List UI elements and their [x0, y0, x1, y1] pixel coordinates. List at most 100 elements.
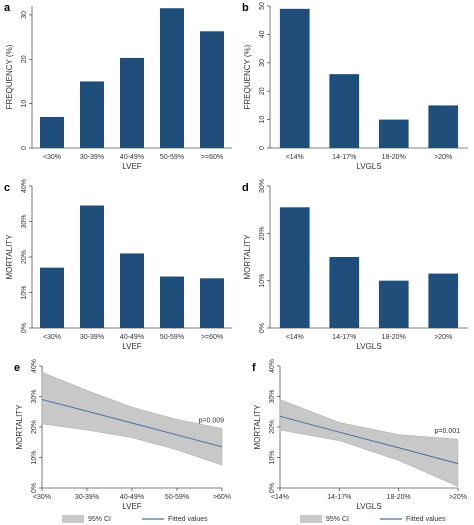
- y-tick-label: 10%: [259, 274, 266, 288]
- y-tick-label: 10%: [21, 285, 28, 299]
- x-tick-label: 18-20%: [382, 334, 406, 341]
- x-tick-label: <14%: [286, 154, 304, 161]
- legend-swatch: [300, 515, 322, 523]
- bar: [40, 116, 64, 148]
- y-tick-label: 30%: [21, 214, 28, 228]
- x-tick-label: 40-49%: [120, 334, 144, 341]
- legend-label: 95% CI: [326, 516, 349, 523]
- bar: [428, 273, 459, 328]
- y-tick-label: 30%: [31, 389, 38, 403]
- x-tick-label: 14-17%: [332, 334, 356, 341]
- legend-label: Fitted values: [406, 516, 446, 523]
- bar: [200, 31, 224, 149]
- x-tick-label: 14-17%: [327, 494, 351, 501]
- x-tick-label: >=60%: [201, 154, 223, 161]
- y-axis-title: MORTALITY: [243, 234, 252, 280]
- y-tick-label: 30%: [269, 389, 276, 403]
- y-axis-title: MORTALITY: [253, 404, 262, 450]
- y-axis-title: FREQUENCY (%): [5, 44, 14, 109]
- panel-label: d: [242, 182, 249, 194]
- annotation: p=0.009: [199, 417, 225, 424]
- bar: [200, 278, 224, 328]
- y-tick-label: 20%: [21, 250, 28, 264]
- y-tick-label: 40: [259, 30, 266, 38]
- x-tick-label: 14-17%: [332, 154, 356, 161]
- bar: [329, 257, 360, 328]
- y-axis-title: FREQUENCY (%): [243, 44, 252, 109]
- y-tick-label: 0%: [21, 323, 28, 333]
- legend-label: 95% CI: [88, 516, 111, 523]
- bar: [80, 205, 104, 328]
- bar: [279, 207, 310, 328]
- y-tick-label: 10%: [31, 450, 38, 464]
- panel-label: e: [14, 362, 20, 374]
- x-tick-label: 30-39%: [80, 154, 104, 161]
- y-tick-label: 30%: [259, 179, 266, 193]
- x-tick-label: 30-39%: [80, 334, 104, 341]
- x-tick-label: <14%: [271, 494, 289, 501]
- y-tick-label: 50: [259, 2, 266, 10]
- y-tick-label: 0%: [259, 323, 266, 333]
- y-tick-label: 10: [21, 100, 28, 108]
- y-tick-label: 40%: [31, 359, 38, 373]
- y-tick-label: 20: [259, 87, 266, 95]
- x-tick-label: >=60%: [201, 334, 223, 341]
- y-tick-label: 0%: [269, 483, 276, 493]
- x-axis-title: LVEF: [122, 502, 142, 511]
- x-tick-label: 40-49%: [120, 494, 144, 501]
- x-tick-label: <30%: [43, 334, 61, 341]
- fitted-line: [41, 399, 223, 448]
- x-tick-label: 18-20%: [387, 494, 411, 501]
- x-axis-title: LVEF: [122, 162, 142, 171]
- x-tick-label: <30%: [33, 494, 51, 501]
- ci-band: [41, 371, 223, 466]
- y-tick-label: 20%: [31, 420, 38, 434]
- x-tick-label: 18-20%: [382, 154, 406, 161]
- ci-band: [279, 399, 459, 487]
- y-tick-label: 30: [21, 11, 28, 19]
- y-tick-label: 40%: [21, 179, 28, 193]
- y-axis-title: MORTALITY: [5, 234, 14, 280]
- panel-label: b: [242, 2, 249, 14]
- bar: [160, 8, 184, 148]
- panel-label: f: [252, 362, 256, 374]
- bar: [428, 105, 459, 148]
- x-axis-title: LVEF: [122, 342, 142, 351]
- y-tick-label: 0%: [31, 483, 38, 493]
- y-tick-label: 30: [259, 59, 266, 67]
- x-axis-title: LVGLS: [356, 502, 381, 511]
- bar: [160, 276, 184, 328]
- bar: [120, 253, 144, 328]
- fitted-line: [279, 415, 459, 465]
- x-tick-label: >20%: [434, 154, 452, 161]
- x-tick-label: 50-59%: [165, 494, 189, 501]
- x-tick-label: >60%: [213, 494, 231, 501]
- annotation: p=0.001: [435, 428, 461, 435]
- y-tick-label: 0: [259, 146, 266, 150]
- y-tick-label: 20: [21, 55, 28, 63]
- x-tick-label: 50-59%: [160, 334, 184, 341]
- y-tick-label: 0: [21, 146, 28, 150]
- legend-swatch: [62, 515, 84, 523]
- y-tick-label: 20%: [259, 226, 266, 240]
- y-axis-title: MORTALITY: [15, 404, 24, 450]
- legend-label: Fitted values: [168, 516, 208, 523]
- bar: [279, 8, 310, 149]
- bar: [378, 119, 409, 148]
- x-tick-label: <30%: [43, 154, 61, 161]
- y-tick-label: 10%: [269, 450, 276, 464]
- x-tick-label: >20%: [449, 494, 467, 501]
- panel-label: c: [4, 182, 10, 194]
- panel-label: a: [4, 2, 11, 14]
- x-tick-label: >20%: [434, 334, 452, 341]
- bar: [80, 81, 104, 148]
- bar: [40, 267, 64, 328]
- x-tick-label: 40-49%: [120, 154, 144, 161]
- x-tick-label: 50-59%: [160, 154, 184, 161]
- bar: [329, 74, 360, 148]
- y-tick-label: 40%: [269, 359, 276, 373]
- x-axis-title: LVGLS: [356, 342, 381, 351]
- bar: [120, 57, 144, 149]
